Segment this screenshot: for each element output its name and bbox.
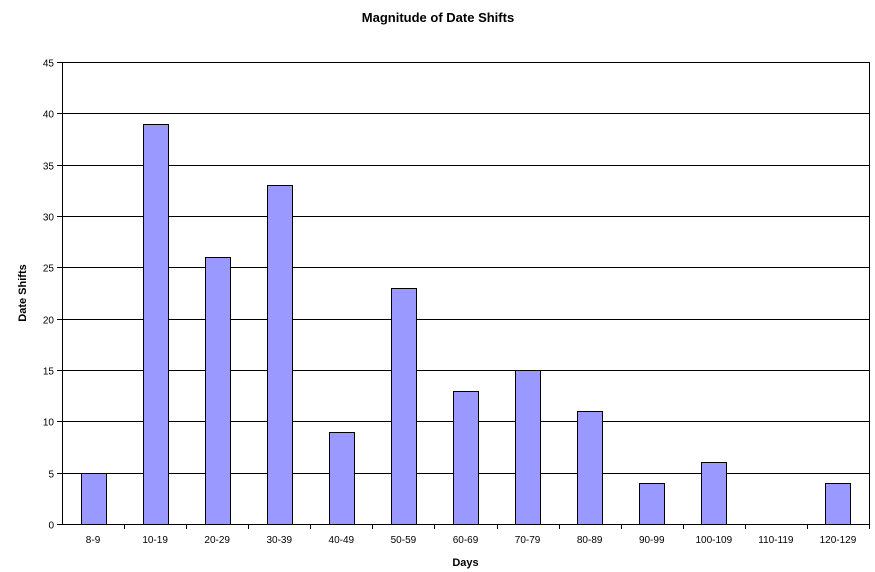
x-axis-label: Days <box>452 557 478 569</box>
y-tick-label: 40 <box>43 110 55 121</box>
y-tick-label: 20 <box>43 316 55 327</box>
gridlines <box>62 62 870 524</box>
bar-120-129 <box>825 483 851 525</box>
x-tick-label: 10-19 <box>142 535 168 546</box>
y-tick-label: 35 <box>43 162 55 173</box>
bar-8-9 <box>81 473 107 525</box>
bars <box>81 124 851 525</box>
bar-10-19 <box>143 124 169 525</box>
x-tick-label: 120-129 <box>820 535 857 546</box>
y-tick-label: 10 <box>43 418 55 429</box>
chart-title: Magnitude of Date Shifts <box>362 10 514 25</box>
x-tick-label: 30-39 <box>266 535 292 546</box>
axes <box>57 62 870 529</box>
bar-20-29 <box>205 257 231 525</box>
bar-70-79 <box>515 370 541 525</box>
y-tick-label: 30 <box>43 213 55 224</box>
bar-60-69 <box>453 391 479 525</box>
x-tick-label: 110-119 <box>758 535 794 546</box>
bar-40-49 <box>329 432 355 525</box>
bar-30-39 <box>267 185 293 525</box>
y-tick-label: 45 <box>43 59 55 70</box>
x-tick-label: 100-109 <box>695 535 732 546</box>
x-tick-label: 20-29 <box>204 535 230 546</box>
x-tick-label: 40-49 <box>329 535 355 546</box>
x-tick-label: 70-79 <box>515 535 541 546</box>
bar-100-109 <box>701 462 727 525</box>
x-tick-labels: 8-9 10-19 20-29 30-39 40-49 50-59 60-69 70-79 80… <box>86 535 857 546</box>
bar-50-59 <box>391 288 417 525</box>
y-tick-label: 15 <box>43 367 55 378</box>
bar-90-99 <box>639 483 665 525</box>
y-tick-label: 25 <box>43 264 55 275</box>
x-tick-label: 90-99 <box>639 535 665 546</box>
y-axis-label: Date Shifts <box>17 264 29 321</box>
y-tick-label: 0 <box>48 521 54 532</box>
x-tick-label: 8-9 <box>86 535 101 546</box>
y-tick-labels: 0 5 10 15 20 25 30 35 40 45 <box>43 59 55 532</box>
y-tick-label: 5 <box>48 470 54 481</box>
x-tick-label: 50-59 <box>391 535 417 546</box>
x-tick-label: 80-89 <box>577 535 603 546</box>
bar-80-89 <box>577 411 603 525</box>
x-tick-label: 60-69 <box>453 535 479 546</box>
